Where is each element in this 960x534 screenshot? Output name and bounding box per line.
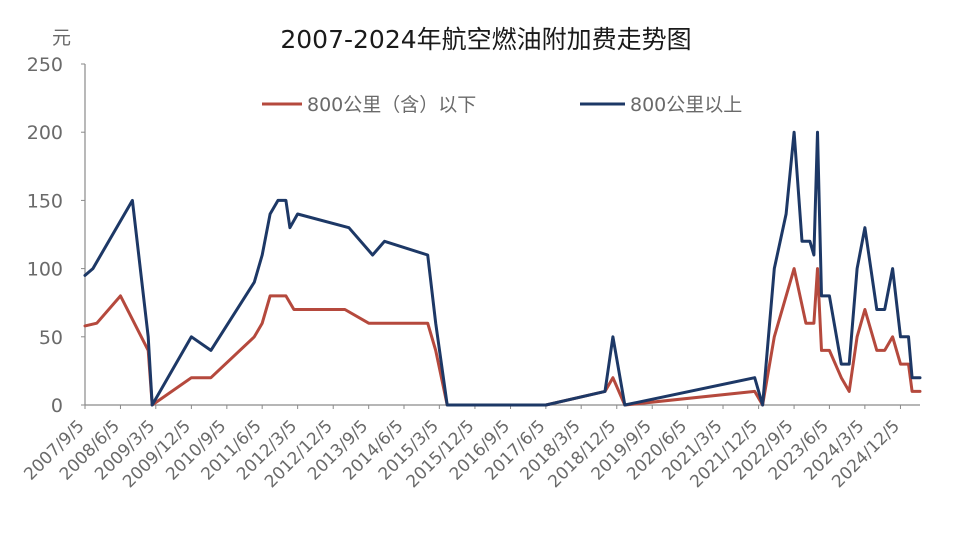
y-tick-label: 0 — [51, 395, 63, 417]
series-line-above-800 — [83, 130, 922, 407]
legend-label-above-800: 800公里以上 — [630, 94, 742, 116]
y-axis-unit-label: 元 — [52, 27, 71, 49]
axes — [84, 64, 920, 406]
y-tick-label: 50 — [39, 327, 63, 349]
y-tick-label: 100 — [27, 259, 63, 281]
legend-label-below-800: 800公里（含）以下 — [307, 94, 476, 116]
y-tick-label: 150 — [27, 190, 63, 212]
y-tick-label: 250 — [27, 54, 63, 76]
legend: 800公里（含）以下 800公里以上 — [262, 94, 742, 116]
series-line-below-800 — [83, 267, 922, 407]
y-tick-label: 200 — [27, 122, 63, 144]
x-axis-ticks: 2007/9/52008/6/52009/3/52009/12/52010/9/… — [20, 405, 904, 492]
y-axis-ticks: 250 200 150 100 50 0 — [27, 54, 85, 417]
chart-title: 2007-2024年航空燃油附加费走势图 — [280, 25, 691, 54]
series-lines — [83, 130, 922, 407]
